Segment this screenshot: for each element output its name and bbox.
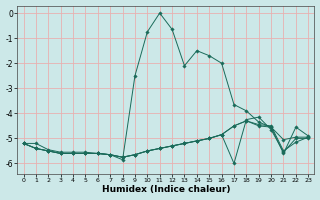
X-axis label: Humidex (Indice chaleur): Humidex (Indice chaleur) (102, 185, 230, 194)
